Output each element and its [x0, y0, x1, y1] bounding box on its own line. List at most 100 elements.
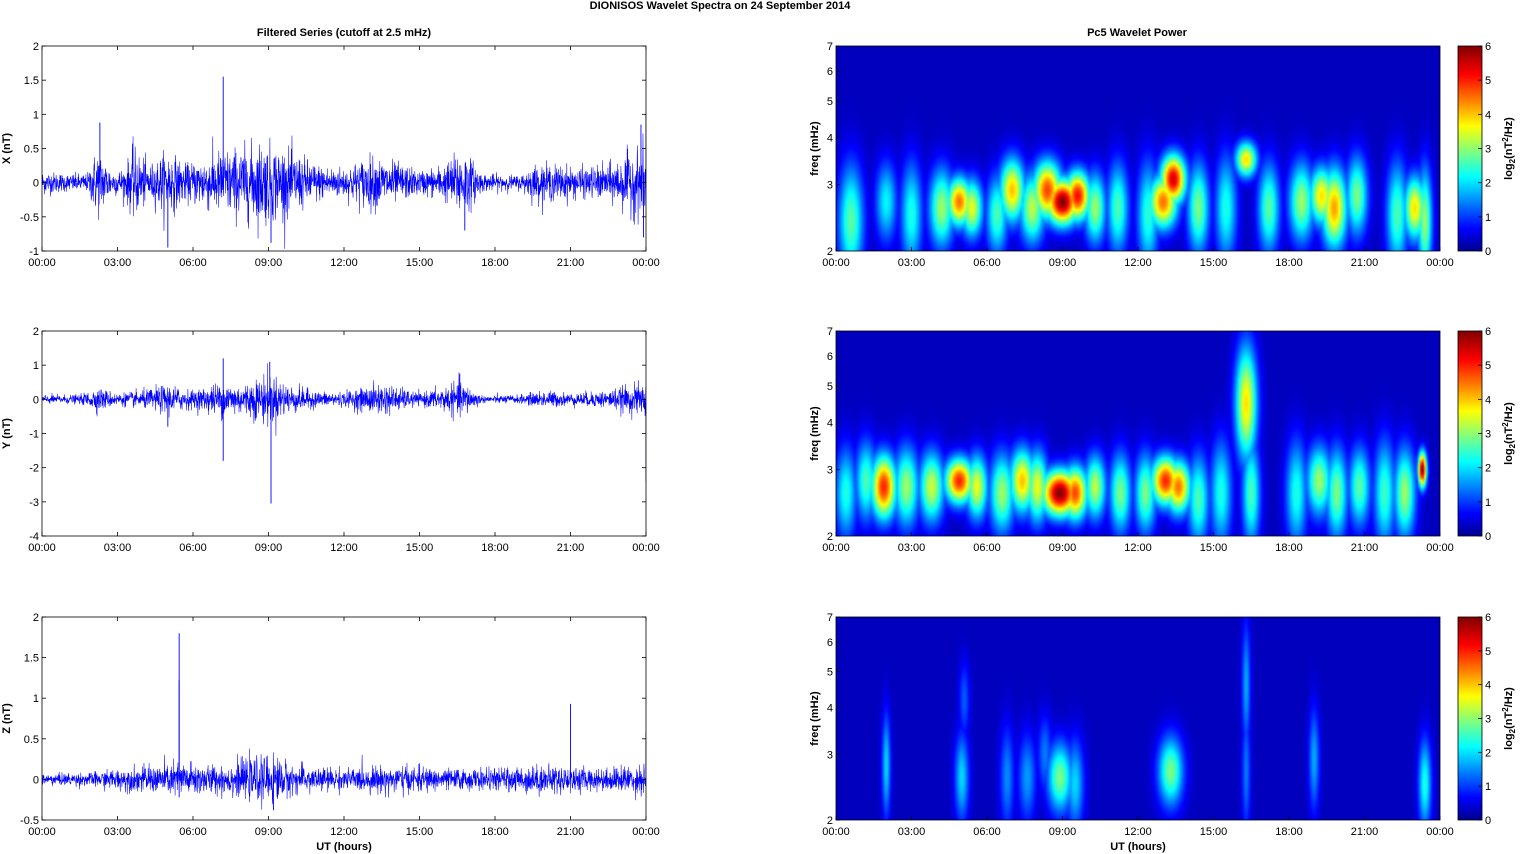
y-axis-label: freq (mHz) [809, 691, 821, 746]
x-tick-label: 09:00 [255, 542, 283, 554]
x-power-panel: 00:00 03:00 06:00 09:00 12:00 15:00 18:00 21:00… [809, 41, 1517, 269]
x-tick-label: 03:00 [898, 542, 926, 554]
x-tick-label: 18:00 [1275, 826, 1303, 838]
x-tick-label: 18:00 [481, 257, 509, 269]
x-tick-label: 12:00 [1124, 257, 1152, 269]
x-tick-label: 00:00 [632, 542, 660, 554]
x-tick-label: 18:00 [481, 826, 509, 838]
x-tick-label: 06:00 [973, 257, 1001, 269]
x-tick-label: 15:00 [406, 542, 434, 554]
x-tick-label: 06:00 [179, 826, 207, 838]
y-axis-label: Z (nT) [1, 703, 13, 734]
x-tick-label: 09:00 [1049, 542, 1077, 554]
x-tick-label: 09:00 [1049, 257, 1077, 269]
x-tick-label: 12:00 [330, 257, 358, 269]
x-tick-label: 12:00 [1124, 826, 1152, 838]
x-tick-label: 03:00 [898, 257, 926, 269]
x-tick-label: 15:00 [406, 257, 434, 269]
y-tick-label: 7 [827, 612, 833, 624]
colorbar-tick-label: 0 [1485, 815, 1491, 827]
x-tick-label: 03:00 [104, 826, 132, 838]
y-tick-label: -1 [29, 246, 39, 258]
x-tick-label: 21:00 [557, 257, 585, 269]
y-power-panel: 00:00 03:00 06:00 09:00 12:00 15:00 18:00 21:00… [809, 326, 1517, 554]
x-tick-label: 18:00 [1275, 542, 1303, 554]
x-tick-label: 15:00 [1200, 542, 1228, 554]
colorbar-tick-label: 2 [1485, 178, 1491, 190]
x-series-trace [42, 133, 646, 249]
colorbar-tick-label: 4 [1485, 394, 1491, 406]
y-tick-label: 2 [827, 246, 833, 258]
y-tick-label: 1 [33, 360, 39, 372]
x-power-heatmap [836, 46, 1440, 251]
x-tick-label: 00:00 [632, 826, 660, 838]
y-tick-label: 1 [33, 693, 39, 705]
x-tick-label: 09:00 [255, 257, 283, 269]
x-tick-label: 00:00 [1426, 542, 1454, 554]
y-series-trace [42, 363, 646, 436]
x-tick-label: 12:00 [330, 542, 358, 554]
x-tick-label: 21:00 [1351, 257, 1379, 269]
left-column-title: Filtered Series (cutoff at 2.5 mHz) [257, 27, 432, 39]
y-tick-label: 6 [827, 351, 833, 363]
plot-frame [41, 330, 647, 537]
y-tick-label: 4 [827, 418, 833, 430]
colorbar-tick-label: 4 [1485, 109, 1491, 121]
colorbar-tick-label: 5 [1485, 360, 1491, 372]
colorbar-label: log2(nT2/Hz) [1501, 687, 1517, 750]
z-power-panel: 00:00 03:00 06:00 09:00 12:00 15:00 18:00 21:00… [809, 612, 1517, 853]
y-tick-label: 5 [827, 381, 833, 393]
x-tick-label: 00:00 [822, 826, 850, 838]
z-series-trace [42, 748, 646, 810]
y-axis-label: X (nT) [1, 133, 13, 164]
y-tick-label: 6 [827, 637, 833, 649]
colorbar-tick-label: 5 [1485, 646, 1491, 658]
y-power-heatmap [836, 331, 1440, 536]
y-tick-label: 0 [33, 394, 39, 406]
x-tick-label: 06:00 [973, 826, 1001, 838]
colorbar-tick-label: 3 [1485, 429, 1491, 441]
y-tick-label: 0 [33, 774, 39, 786]
x-tick-label: 15:00 [1200, 257, 1228, 269]
time-series-panels: 00:00 03:00 06:00 09:00 12:00 15:00 18:00 21:00… [1, 41, 660, 853]
y-tick-label: 3 [827, 180, 833, 192]
x-tick-label: 06:00 [973, 542, 1001, 554]
x-tick-label: 09:00 [255, 826, 283, 838]
y-tick-label: 0.5 [24, 144, 39, 156]
colorbar: 0 1 2 3 4 5 6 log2(nT2/Hz) [1457, 326, 1517, 543]
z-power-heatmap [836, 617, 1440, 820]
x-tick-label: 00:00 [822, 257, 850, 269]
colorbar: 0 1 2 3 4 5 6 log2(nT2/Hz) [1457, 612, 1517, 827]
x-tick-label: 12:00 [1124, 542, 1152, 554]
colorbar-tick-label: 4 [1485, 680, 1491, 692]
colorbar-tick-label: 3 [1485, 714, 1491, 726]
y-tick-label: 6 [827, 66, 833, 78]
y-tick-label: 2 [33, 612, 39, 624]
y-tick-label: 5 [827, 96, 833, 108]
colorbar-tick-label: 6 [1485, 41, 1491, 53]
y-tick-label: 7 [827, 326, 833, 338]
y-tick-label: -2 [29, 463, 39, 475]
y-tick-label: -3 [29, 497, 39, 509]
x-tick-label: 21:00 [1351, 542, 1379, 554]
y-tick-label: 1.5 [24, 653, 39, 665]
y-tick-label: 4 [827, 703, 833, 715]
y-tick-label: 2 [827, 531, 833, 543]
y-tick-label: 3 [827, 749, 833, 761]
y-tick-label: -4 [29, 531, 39, 543]
x-tick-label: 00:00 [1426, 257, 1454, 269]
colorbar-label: log2(nT2/Hz) [1501, 402, 1517, 465]
colorbar-label: log2(nT2/Hz) [1501, 117, 1517, 180]
x-tick-label: 00:00 [1426, 826, 1454, 838]
y-tick-label: 2 [33, 326, 39, 338]
colorbar-tick-label: 1 [1485, 781, 1491, 793]
figure-title: DIONISOS Wavelet Spectra on 24 September… [590, 0, 852, 12]
x-tick-label: 00:00 [632, 257, 660, 269]
x-series-panel: 00:00 03:00 06:00 09:00 12:00 15:00 18:00 21:00… [1, 41, 660, 269]
x-tick-label: 09:00 [1049, 826, 1077, 838]
x-tick-label: 18:00 [1275, 257, 1303, 269]
y-tick-label: -0.5 [20, 815, 39, 827]
x-tick-label: 00:00 [822, 542, 850, 554]
colorbar-tick-label: 3 [1485, 144, 1491, 156]
